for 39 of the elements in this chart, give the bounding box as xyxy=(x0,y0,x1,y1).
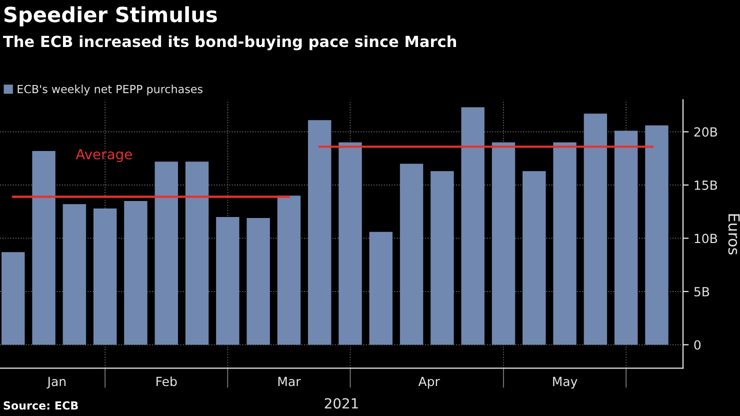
bar xyxy=(522,171,546,345)
chart-title: Speedier Stimulus xyxy=(4,6,217,26)
bar xyxy=(124,200,148,345)
x-tick-label: Apr xyxy=(418,376,440,389)
bar xyxy=(338,142,362,345)
bar xyxy=(246,218,270,345)
x-axis-title: 2021 xyxy=(324,398,358,409)
bar xyxy=(614,130,638,345)
bar xyxy=(2,252,25,345)
x-tick-label: May xyxy=(553,376,578,389)
chart-subtitle: The ECB increased its bond-buying pace since March xyxy=(3,35,456,50)
x-tick-label: Feb xyxy=(156,376,177,386)
bar xyxy=(584,114,608,345)
bar xyxy=(400,164,424,345)
bar xyxy=(369,232,393,345)
y-tick-label: 0 xyxy=(694,340,701,350)
bar xyxy=(430,171,454,345)
text: Average xyxy=(76,149,132,162)
x-tick-label: Jan xyxy=(46,376,66,388)
bar xyxy=(277,196,301,345)
x-tick-label: Mar xyxy=(278,376,301,386)
bar xyxy=(154,162,178,345)
bar xyxy=(492,142,516,345)
bar xyxy=(308,120,332,345)
y-tick-label: 10B xyxy=(694,234,718,244)
y-tick-label: 15B xyxy=(694,180,718,190)
bar xyxy=(93,208,117,345)
y-tick-label: 5B xyxy=(694,287,710,296)
bar xyxy=(62,204,86,345)
source-note: Source: ECB xyxy=(4,401,78,410)
bar xyxy=(553,142,576,345)
legend-label: ECB's weekly net PEPP purchases xyxy=(18,84,202,96)
y-axis-title: Euros xyxy=(728,214,740,255)
bar xyxy=(645,125,668,345)
bar xyxy=(32,150,56,345)
bar xyxy=(461,107,484,345)
bar xyxy=(216,216,240,345)
y-tick-label: 20B xyxy=(694,127,718,137)
bar xyxy=(185,162,209,345)
